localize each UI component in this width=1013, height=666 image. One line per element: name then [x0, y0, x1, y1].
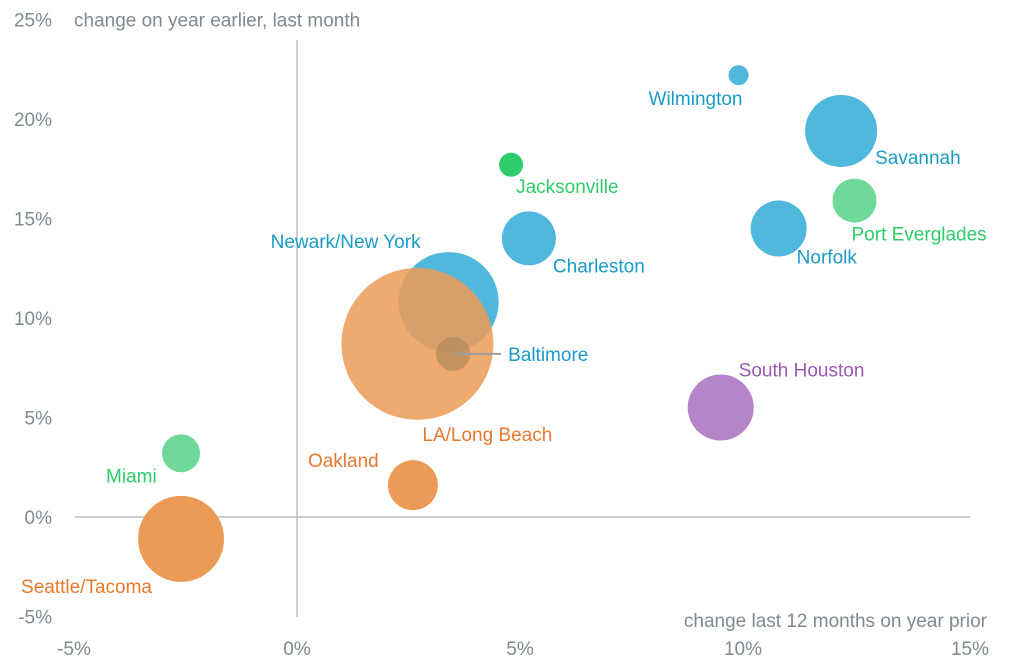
bubble-oakland[interactable] [387, 460, 438, 511]
label-newark-new-york: Newark/New York [271, 232, 421, 253]
label-la-long-beach: LA/Long Beach [422, 425, 552, 446]
y-tick-label: 10% [14, 309, 52, 330]
label-port-everglades: Port Everglades [852, 225, 987, 246]
label-norfolk: Norfolk [797, 247, 858, 268]
x-axis-title: change last 12 months on year prior [684, 611, 988, 632]
bubble-charleston[interactable] [501, 211, 556, 266]
x-tick-label: -5% [57, 639, 91, 660]
y-axis-ticks: -5% 0% 5% 10% 15% 20% 25% [14, 11, 52, 629]
bubble-labels: Wilmington Savannah Port EvergladesNorfolk… [21, 89, 987, 598]
bubble-miami[interactable] [162, 434, 201, 473]
label-savannah: Savannah [875, 148, 961, 169]
label-seattle-tacoma: Seattle/Tacoma [21, 577, 152, 598]
bubbles [138, 65, 878, 582]
y-axis-title: change on year earlier, last month [74, 11, 360, 32]
label-oakland: Oakland [308, 451, 379, 472]
y-tick-label: -5% [18, 608, 52, 629]
x-tick-label: 10% [724, 639, 762, 660]
x-tick-label: 5% [506, 639, 534, 660]
x-tick-label: 15% [951, 639, 989, 660]
bubble-jacksonville[interactable] [499, 152, 524, 177]
x-axis-ticks: -5% 0% 5% 10% 15% [57, 639, 989, 660]
label-south-houston: South Houston [739, 361, 865, 382]
y-tick-label: 0% [25, 508, 53, 529]
label-miami: Miami [106, 466, 157, 487]
bubble-port-everglades[interactable] [832, 178, 877, 223]
y-tick-label: 5% [25, 409, 53, 430]
axes [75, 40, 970, 617]
bubble-norfolk[interactable] [750, 200, 807, 257]
y-tick-label: 25% [14, 11, 52, 32]
y-tick-label: 15% [14, 210, 52, 231]
label-charleston: Charleston [553, 256, 645, 277]
bubble-savannah[interactable] [805, 94, 878, 167]
x-tick-label: 0% [283, 639, 311, 660]
label-jacksonville: Jacksonville [516, 177, 618, 198]
y-tick-label: 20% [14, 110, 52, 131]
bubble-la-long-beach[interactable] [341, 267, 494, 420]
bubble-seattle-tacoma[interactable] [138, 495, 225, 582]
bubble-south-houston[interactable] [687, 374, 754, 441]
label-wilmington: Wilmington [649, 89, 743, 110]
bubble-wilmington[interactable] [728, 65, 749, 86]
label-baltimore: Baltimore [508, 345, 588, 366]
